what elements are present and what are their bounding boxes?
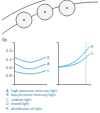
y-tick: 1.1	[6, 57, 14, 62]
x-axis	[15, 85, 47, 86]
series-line	[14, 71, 46, 74]
y-tick-mark	[13, 59, 15, 60]
y-tick-label: 0.9	[6, 73, 12, 78]
x-axis	[59, 85, 91, 86]
chart-panel: 0.9 1.0 1.1 1.2 ηP AB C	[2, 36, 50, 86]
roller	[59, 0, 75, 16]
roller-hub	[66, 7, 68, 9]
y-axis: 0.9 1.0 1.1 1.2	[6, 43, 15, 85]
y-tick-label: 1.1	[6, 57, 12, 62]
y-tick-mark	[13, 50, 15, 51]
legend-text: sodium light	[11, 98, 32, 102]
series-line	[14, 57, 46, 62]
y-tick: 0.9	[6, 73, 14, 78]
plot-area	[58, 42, 90, 84]
y-tick: 1.0	[6, 65, 14, 70]
roller	[16, 12, 32, 28]
legend-key: E	[6, 107, 9, 111]
legend-text: high-pressure mercury light	[11, 89, 58, 93]
series-label: E	[91, 45, 94, 49]
legend-key: A	[6, 89, 9, 93]
series-label: C	[47, 69, 50, 73]
series-label: D	[91, 52, 94, 56]
roller-hub	[44, 11, 46, 13]
legend: Ahigh-pressure mercury lightBlow-pressur…	[6, 89, 58, 111]
legend-key: B	[6, 93, 9, 97]
y-axis	[57, 43, 59, 85]
y-axis-title: ηP	[2, 36, 8, 43]
y-axis-line	[57, 43, 59, 85]
legend-key: C	[6, 98, 9, 102]
x-axis-line	[59, 85, 91, 86]
y-tick-label: 1.0	[6, 65, 12, 70]
roller-hub	[23, 19, 25, 21]
reference-line	[86, 42, 87, 84]
series-label: B	[47, 56, 50, 60]
y-tick-mark	[13, 67, 15, 68]
series-line	[58, 46, 90, 67]
legend-text: distribution of light	[11, 107, 43, 111]
legend-text: low-pressure mercury light	[11, 93, 56, 97]
y-tick: 1.2	[6, 48, 14, 53]
roller-diagram	[2, 0, 98, 34]
series-label: A	[47, 62, 50, 66]
figure: 0.91.01.11.2ηPABCDEAhigh-pressure mercur…	[0, 0, 100, 113]
y-tick-label: 1.2	[6, 48, 12, 53]
series-line	[58, 54, 90, 67]
track-outer	[2, 2, 98, 34]
legend-text: mixed light	[11, 102, 30, 106]
plot-area	[14, 57, 46, 74]
y-tick-mark	[13, 76, 15, 77]
roller	[37, 4, 53, 20]
chart-panel: DE	[57, 42, 95, 86]
legend-key: D	[6, 102, 9, 106]
series-line	[14, 63, 46, 69]
x-axis-line	[15, 85, 47, 86]
